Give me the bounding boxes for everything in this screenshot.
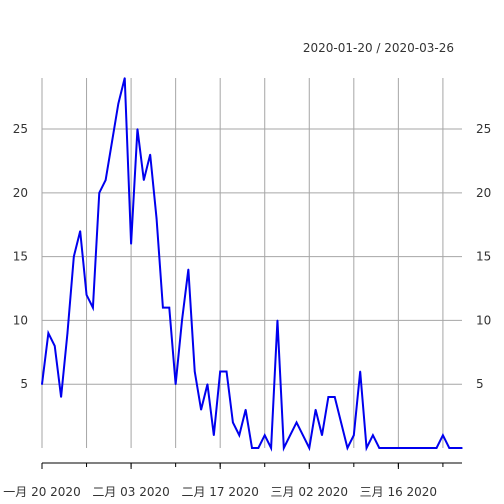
data-point [276, 319, 279, 322]
data-point [123, 77, 126, 79]
data-point [155, 217, 158, 220]
data-point [47, 332, 50, 334]
axes: 5 5 10 10 15 15 20 20 25 25 一月 20 2020 二月 03 2020 二月… [3, 122, 491, 499]
data-point [98, 192, 101, 194]
data-point [73, 255, 75, 258]
data-point [104, 179, 107, 181]
y-tick-label-right: 5 [476, 377, 484, 391]
x-tick-label: 二月 17 2020 [181, 485, 258, 499]
y-tick-label-right: 25 [476, 122, 491, 136]
data-point [130, 243, 132, 245]
data-point [79, 230, 81, 232]
data-point [219, 370, 221, 373]
data-point [66, 332, 69, 334]
x-tick-label: 一月 20 2020 [3, 485, 80, 499]
x-tick-label: 二月 03 2020 [92, 485, 169, 499]
data-point [454, 447, 457, 449]
data-point [429, 447, 431, 449]
x-tick-label: 三月 02 2020 [271, 485, 348, 499]
data-point [327, 396, 330, 398]
data-point [321, 434, 323, 437]
data-point [270, 447, 272, 449]
date-range-label: 2020-01-20 / 2020-03-26 [303, 41, 454, 55]
data-point [149, 153, 151, 156]
data-point [283, 447, 285, 449]
data-point [206, 383, 209, 386]
y-tick-label-left: 5 [20, 377, 28, 391]
data-point [251, 447, 253, 449]
data-point [257, 447, 260, 449]
data-point [244, 408, 247, 411]
data-point [168, 306, 171, 309]
data-point [238, 434, 241, 437]
data-point [92, 306, 94, 309]
data-point [302, 434, 304, 437]
data-point [442, 434, 444, 437]
data-point [423, 447, 425, 449]
data-point [397, 447, 400, 449]
data-point [372, 434, 374, 437]
series-layer [41, 77, 463, 452]
data-point [359, 370, 361, 373]
data-point [333, 396, 336, 398]
data-point [435, 447, 438, 449]
grid [41, 78, 462, 448]
data-point [353, 434, 355, 437]
data-point [263, 434, 266, 437]
data-point [391, 447, 393, 449]
data-point [295, 421, 298, 424]
data-point [448, 447, 451, 449]
y-tick-label-left: 15 [13, 250, 28, 264]
data-point [200, 408, 202, 411]
y-tick-label-right: 15 [476, 250, 491, 264]
data-point [213, 434, 215, 437]
data-point [365, 447, 368, 449]
data-point [136, 128, 139, 130]
data-point [308, 447, 311, 449]
y-tick-label-right: 10 [476, 313, 491, 327]
data-point [346, 447, 349, 449]
data-point [289, 434, 291, 437]
data-point [314, 408, 317, 411]
y-tick-label-left: 20 [13, 186, 28, 200]
data-point [384, 447, 387, 449]
data-point [416, 447, 419, 449]
data-point [111, 140, 113, 143]
data-point [41, 383, 43, 386]
data-point [85, 294, 88, 296]
data-point [181, 319, 183, 322]
y-tick-label-right: 20 [476, 186, 491, 200]
y-tick-label-left: 10 [13, 313, 28, 327]
data-point [403, 447, 406, 449]
data-point [232, 421, 234, 424]
x-tick-label: 三月 16 2020 [360, 485, 437, 499]
data-point [193, 370, 196, 373]
data-point [378, 447, 381, 449]
data-point [60, 396, 62, 398]
data-point [225, 370, 228, 373]
data-point [410, 447, 412, 449]
data-point [340, 421, 342, 424]
series-line [41, 77, 462, 452]
data-point [117, 102, 120, 105]
data-point [187, 268, 190, 271]
data-point [53, 345, 56, 347]
data-point [162, 306, 164, 309]
data-point [143, 179, 145, 181]
data-point [461, 447, 463, 449]
y-tick-label-left: 25 [13, 122, 28, 136]
data-point [174, 383, 177, 386]
